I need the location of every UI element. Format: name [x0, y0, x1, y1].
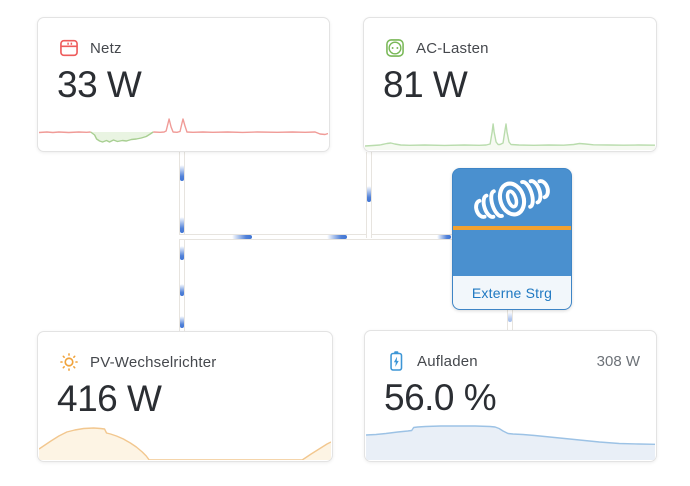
victron-coil-logo-icon [460, 173, 564, 230]
ac-loads-sparkline [365, 123, 655, 150]
grid-card-label: Netz [90, 39, 122, 57]
pipe-grid-to-pv [179, 152, 185, 332]
device-name-badge[interactable]: Externe Strg [453, 276, 571, 309]
battery-soc-value: 56.0 % [384, 377, 497, 418]
ac-loads-power-value: 81 W [383, 64, 468, 105]
grid-card[interactable]: Netz 33 W [37, 17, 330, 152]
flow-dash [327, 235, 347, 239]
flow-dash [180, 316, 184, 328]
pv-inverter-card-label: PV-Wechselrichter [90, 353, 217, 371]
battery-card[interactable]: Aufladen 308 W 56.0 % [364, 330, 657, 462]
sun-icon [58, 350, 80, 374]
grid-meter-icon [58, 36, 80, 60]
victron-device-box[interactable]: Externe Strg [452, 168, 572, 310]
pipe-device-to-battery [507, 310, 513, 331]
flow-dash [508, 312, 512, 322]
battery-charge-power: 308 W [596, 352, 640, 370]
flow-dash [180, 246, 184, 260]
battery-charging-icon [385, 349, 407, 373]
flow-dash [232, 235, 252, 239]
battery-sparkline [366, 425, 655, 460]
power-socket-icon [384, 36, 406, 60]
grid-power-value: 33 W [57, 64, 142, 105]
battery-card-label: Aufladen [417, 352, 478, 370]
victron-device-body [453, 169, 571, 278]
victron-orange-stripe [453, 226, 571, 230]
pipe-to-device [179, 234, 452, 240]
pv-power-value: 416 W [57, 378, 162, 419]
pv-inverter-card[interactable]: PV-Wechselrichter 416 W [37, 331, 333, 462]
ac-loads-card-label: AC-Lasten [416, 39, 489, 57]
flow-dash [367, 186, 371, 202]
ac-loads-card[interactable]: AC-Lasten 81 W [363, 17, 657, 152]
grid-sparkline [39, 118, 328, 143]
pv-sparkline [39, 427, 331, 460]
flow-dash [180, 165, 184, 181]
flow-dash [180, 284, 184, 296]
flow-dash [437, 235, 451, 239]
flow-dash [180, 217, 184, 233]
